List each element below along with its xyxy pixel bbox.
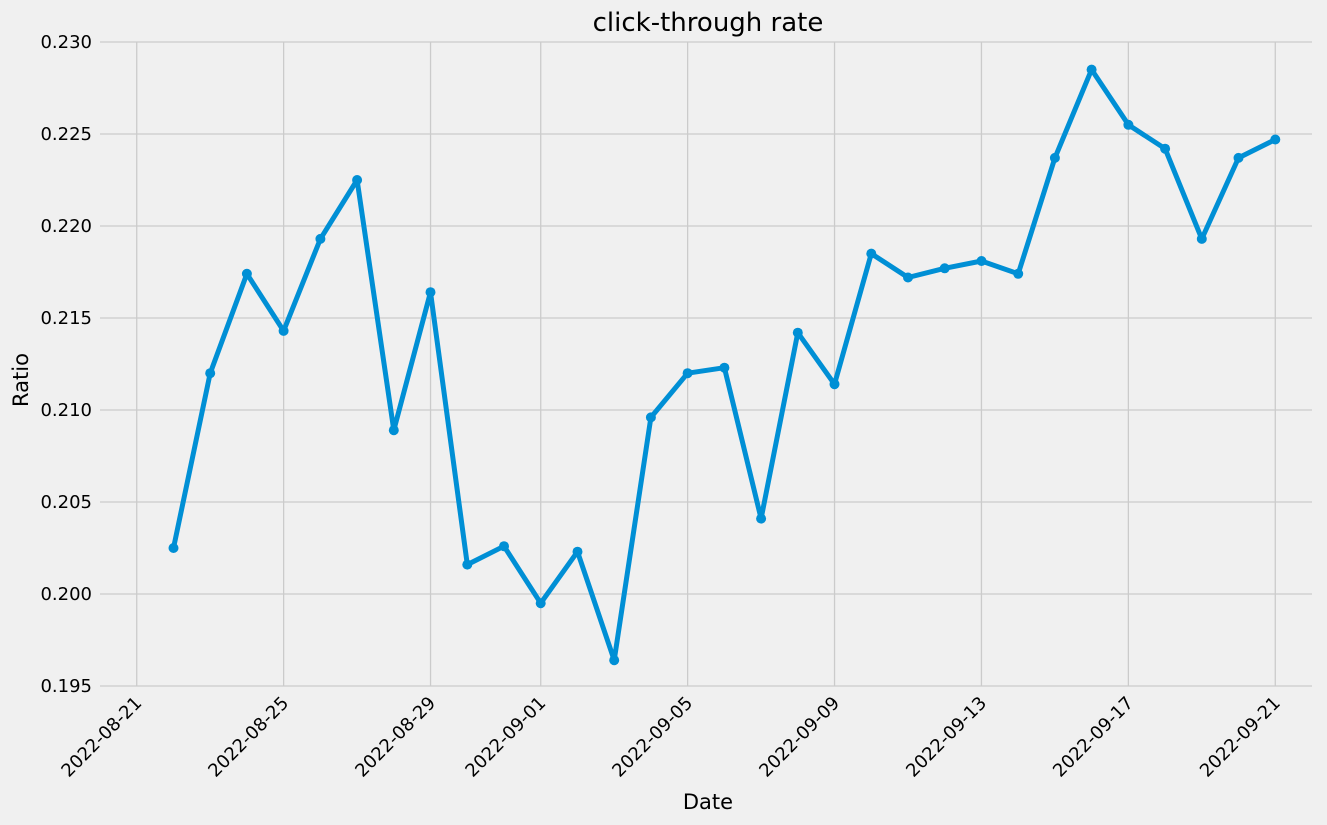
data-point [388, 425, 399, 436]
data-point [168, 543, 179, 553]
data-point [241, 268, 252, 279]
data-point [425, 287, 436, 298]
x-tick-label: 2022-09-13 [902, 693, 991, 782]
x-gridlines [136, 42, 1276, 686]
data-point [866, 248, 877, 259]
data-point [682, 368, 693, 379]
x-axis-label: Date [683, 790, 733, 814]
data-point [609, 655, 620, 666]
data-point [499, 541, 509, 552]
series-layer [168, 64, 1281, 666]
y-axis-label: Ratio [9, 353, 33, 407]
y-tick-label: 0.195 [40, 676, 92, 697]
data-point [572, 546, 583, 557]
data-point [462, 559, 473, 570]
x-tick-labels: 2022-08-21 2022-08-25 2022-08-29 2022-09-01… [57, 693, 1284, 782]
data-point [278, 325, 289, 336]
data-point [1160, 143, 1171, 154]
data-point [792, 327, 803, 338]
data-point [829, 379, 840, 390]
data-point [205, 368, 216, 379]
data-point [535, 598, 546, 609]
data-point [1123, 119, 1134, 130]
data-point [1049, 152, 1060, 163]
x-tick-label: 2022-09-01 [461, 693, 550, 782]
data-point [1013, 268, 1024, 279]
data-point [976, 256, 987, 266]
data-point [756, 513, 767, 524]
x-tick-label: 2022-09-21 [1196, 693, 1285, 782]
y-tick-labels: 0.195 0.200 0.205 0.210 0.215 0.220 0.225 0.230 [40, 32, 92, 697]
y-tick-label: 0.200 [40, 584, 92, 605]
y-gridlines [100, 41, 1312, 687]
y-tick-label: 0.230 [40, 32, 92, 53]
data-point [645, 412, 656, 423]
data-point [939, 263, 950, 274]
x-tick-label: 2022-08-21 [57, 693, 146, 782]
x-tick-label: 2022-09-17 [1049, 693, 1138, 782]
data-point [719, 362, 730, 373]
y-tick-label: 0.205 [40, 492, 92, 513]
data-point [1270, 134, 1281, 145]
data-point [1233, 152, 1244, 163]
data-point [1196, 233, 1207, 244]
y-tick-label: 0.225 [40, 124, 92, 145]
x-tick-label: 2022-08-25 [204, 693, 293, 782]
x-tick-label: 2022-08-29 [351, 693, 440, 782]
chart-title: click-through rate [593, 8, 824, 38]
data-point [315, 233, 326, 244]
y-tick-label: 0.220 [40, 216, 92, 237]
data-point [352, 175, 363, 185]
data-point [903, 272, 913, 283]
y-tick-label: 0.215 [40, 308, 92, 329]
x-tick-label: 2022-09-05 [608, 693, 697, 782]
data-point [1086, 64, 1097, 75]
y-tick-label: 0.210 [40, 400, 92, 421]
x-tick-label: 2022-09-09 [755, 693, 844, 782]
